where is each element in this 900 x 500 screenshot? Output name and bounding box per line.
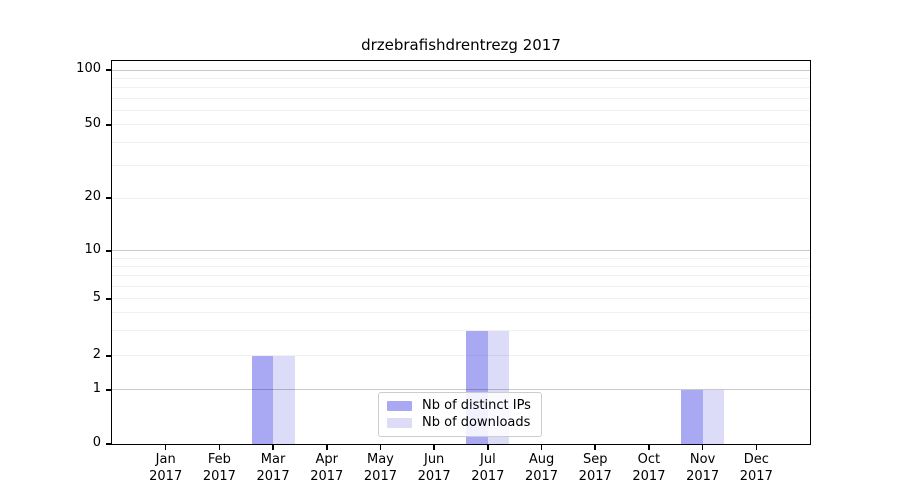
x-axis-tick	[433, 445, 435, 450]
x-label-month: Apr	[315, 452, 339, 467]
minor-gridline	[112, 330, 810, 332]
x-axis-tick	[379, 445, 382, 450]
y-axis-tick-label: 50	[84, 115, 101, 131]
x-label-month: Nov	[689, 452, 716, 467]
x-label-year: 2017	[310, 469, 344, 484]
minor-gridline	[112, 265, 810, 267]
y-axis-tick	[106, 124, 112, 126]
x-axis-tick-label: Aug 2017	[510, 451, 574, 485]
x-axis-tick-label: Sep 2017	[563, 451, 627, 485]
x-axis-tick-label: Feb 2017	[187, 451, 251, 485]
major-gridline	[112, 69, 810, 71]
x-axis-tick-label: Apr 2017	[295, 451, 359, 485]
x-label-month: Sep	[582, 452, 608, 467]
x-label-year: 2017	[686, 469, 720, 484]
y-axis-tick	[106, 355, 112, 357]
minor-gridline	[112, 165, 810, 167]
x-label-month: Oct	[637, 452, 661, 467]
legend-label-downloads: Nb of downloads	[422, 415, 531, 430]
minor-gridline	[112, 312, 810, 314]
x-label-year: 2017	[739, 469, 773, 484]
major-gridline	[112, 250, 810, 252]
y-axis-tick	[106, 389, 112, 391]
y-axis-tick	[106, 197, 112, 199]
x-label-year: 2017	[202, 469, 236, 484]
x-axis-tick-label: Nov 2017	[671, 451, 735, 485]
x-label-month: Jul	[480, 452, 496, 467]
x-label-month: Dec	[743, 452, 769, 467]
x-label-year: 2017	[256, 469, 290, 484]
x-label-month: Jan	[155, 452, 176, 467]
y-axis-tick	[106, 298, 112, 300]
legend-entry-downloads: Nb of downloads	[387, 414, 533, 431]
y-axis-tick-label: 10	[84, 241, 101, 257]
x-axis-tick-label: May 2017	[348, 451, 412, 485]
y-axis-tick-label: 100	[76, 61, 101, 76]
x-axis-tick-label: Oct 2017	[617, 451, 681, 485]
x-label-month: Jun	[423, 452, 445, 467]
plot-area	[111, 60, 811, 445]
x-axis-tick-label: Mar 2017	[241, 451, 305, 485]
y-axis-tick-label: 1	[92, 380, 101, 396]
x-axis-tick-label: Dec 2017	[724, 451, 788, 485]
grid-layer	[112, 61, 810, 444]
y-axis-tick	[106, 443, 112, 445]
x-label-year: 2017	[363, 469, 397, 484]
legend-entry-distinct-ips: Nb of distinct IPs	[387, 397, 533, 414]
x-label-year: 2017	[578, 469, 612, 484]
x-axis-tick	[594, 445, 596, 450]
x-axis-tick-label: Jul 2017	[456, 451, 520, 485]
x-axis-tick	[164, 445, 167, 450]
y-axis-tick	[106, 250, 112, 252]
x-label-month: Aug	[528, 452, 555, 467]
y-axis-tick-label: 2	[92, 346, 101, 362]
bar-distinct-ips	[251, 355, 274, 444]
legend-swatch-distinct-ips	[387, 400, 412, 411]
minor-gridline	[112, 355, 810, 357]
bar-downloads	[273, 355, 295, 444]
x-axis-tick	[218, 445, 221, 450]
x-axis-tick	[272, 445, 274, 450]
x-label-year: 2017	[632, 469, 666, 484]
minor-gridline	[112, 124, 810, 126]
bar-downloads	[702, 389, 725, 444]
x-label-month: Mar	[260, 452, 286, 467]
y-axis-tick-label: 0	[92, 435, 101, 450]
y-axis-tick-label: 20	[84, 189, 101, 205]
x-axis-tick	[755, 445, 758, 450]
chart-title: drzebrafishdrentrezg 2017	[361, 36, 561, 54]
minor-gridline	[112, 77, 810, 79]
bar-distinct-ips	[681, 389, 703, 444]
x-label-month: Feb	[207, 452, 231, 467]
x-axis-tick-label: Jan 2017	[134, 451, 198, 485]
x-axis-tick	[540, 445, 543, 450]
x-label-year: 2017	[417, 469, 451, 484]
x-axis-tick	[701, 445, 704, 450]
x-label-year: 2017	[524, 469, 559, 484]
x-label-month: May	[367, 452, 394, 467]
minor-gridline	[112, 275, 810, 277]
minor-gridline	[112, 142, 810, 144]
minor-gridline	[112, 197, 810, 199]
minor-gridline	[112, 285, 810, 287]
y-axis-tick-label: 5	[92, 289, 101, 305]
y-axis-tick	[106, 69, 112, 71]
minor-gridline	[112, 110, 810, 111]
minor-gridline	[112, 87, 810, 89]
x-label-year: 2017	[471, 469, 505, 484]
minor-gridline	[112, 298, 810, 300]
x-label-year: 2017	[149, 469, 183, 484]
x-axis-tick	[648, 445, 650, 450]
legend-swatch-downloads	[387, 417, 412, 428]
x-axis-tick-label: Jun 2017	[402, 451, 466, 485]
x-axis-tick	[326, 445, 328, 450]
legend: Nb of distinct IPs Nb of downloads	[378, 392, 542, 437]
legend-label-distinct-ips: Nb of distinct IPs	[422, 398, 531, 413]
minor-gridline	[112, 97, 810, 99]
x-axis-tick	[487, 445, 489, 450]
minor-gridline	[112, 257, 810, 259]
major-gridline	[112, 389, 810, 391]
